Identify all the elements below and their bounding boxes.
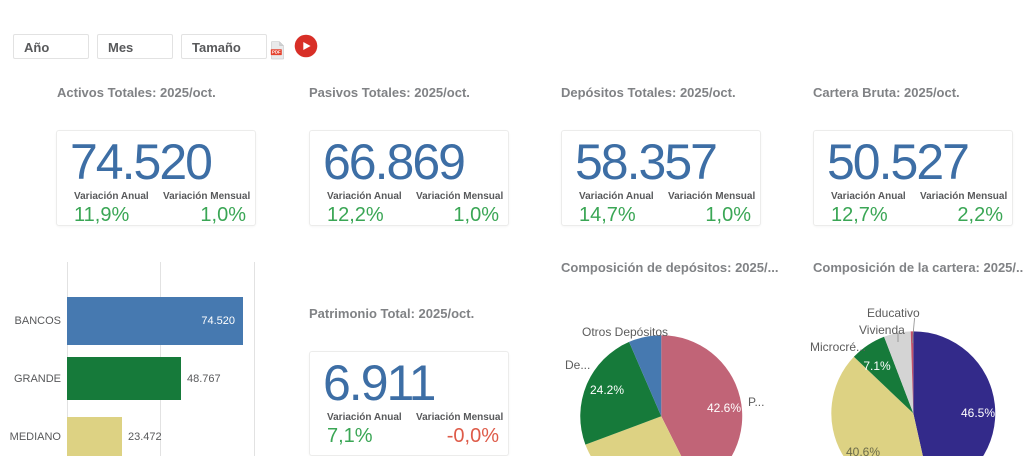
svg-text:PDF: PDF [272, 50, 281, 55]
